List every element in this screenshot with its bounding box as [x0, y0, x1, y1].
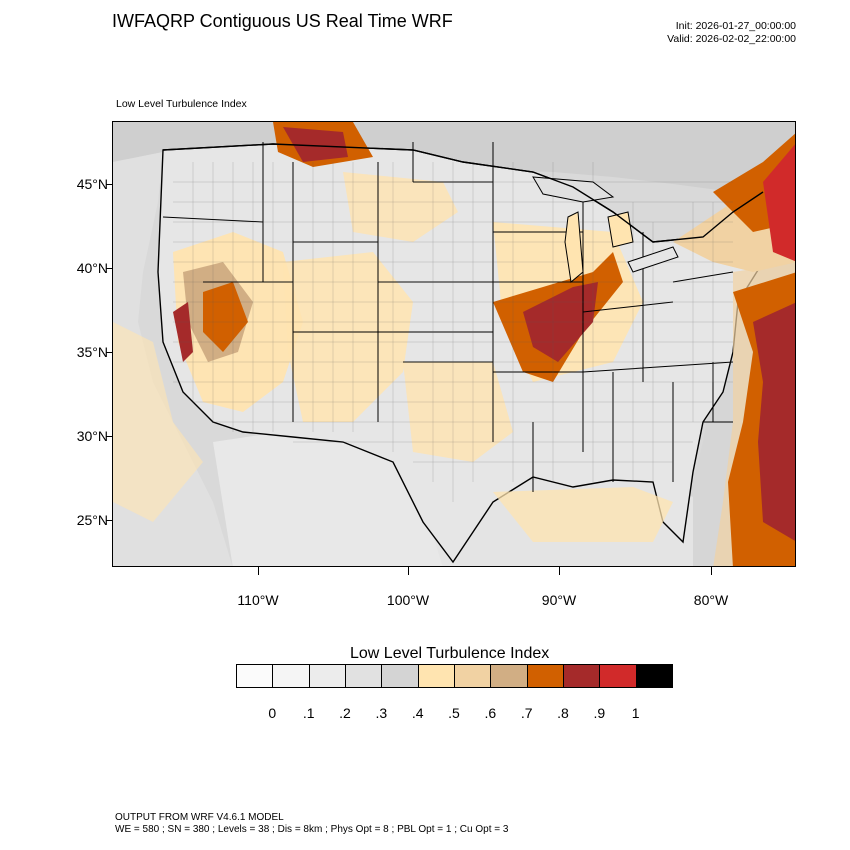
- pacific-tan-band: [113, 322, 203, 522]
- atlantic-red: [753, 302, 795, 541]
- lon-tick-110w: [258, 567, 259, 575]
- lat-label-25n: 25°N: [76, 512, 108, 528]
- new-england-red: [763, 144, 795, 262]
- colorbar-swatch: [490, 664, 528, 688]
- colorbar-label: .6: [484, 705, 497, 721]
- colorbar-label: .7: [520, 705, 533, 721]
- lake-superior: [532, 176, 615, 203]
- colorbar-swatch: [308, 664, 346, 688]
- county-grid: [173, 162, 733, 502]
- lat-tick-35n: [106, 352, 112, 353]
- nevada-orange: [203, 282, 248, 352]
- northern-plains-tan: [343, 172, 458, 242]
- lake-michigan: [564, 211, 584, 283]
- lon-label-80w: 80°W: [693, 592, 729, 608]
- sierra-red: [173, 302, 193, 362]
- mexico-region: [213, 427, 443, 566]
- lake-erie: [627, 246, 679, 273]
- colorbar-swatch: [562, 664, 601, 688]
- lat-label-40n: 40°N: [76, 260, 108, 276]
- southern-plains-tan: [403, 362, 513, 462]
- colorbar-swatch: [344, 664, 383, 688]
- gulf-tan-band: [493, 487, 673, 542]
- page-title: IWFAQRP Contiguous US Real Time WRF: [112, 11, 453, 31]
- colorbar-label: 0: [268, 705, 277, 721]
- lat-label-30n: 30°N: [76, 428, 108, 444]
- lat-tick-30n: [106, 436, 112, 437]
- turbulence-map: [112, 121, 796, 567]
- colorbar-swatch: [635, 664, 673, 688]
- lon-label-100w: 100°W: [386, 592, 430, 608]
- colorbar-title: Low Level Turbulence Index: [350, 645, 550, 662]
- colorbar-label: 1: [631, 705, 640, 721]
- model-footer-line1: OUTPUT FROM WRF V4.6.1 MODEL: [115, 812, 284, 823]
- colorbar-swatch: [599, 664, 637, 688]
- lat-label-45n: 45°N: [76, 176, 108, 192]
- colorbar-swatch: [526, 664, 564, 688]
- colorbar-swatch: [417, 664, 455, 688]
- colorbar-label: .9: [593, 705, 606, 721]
- us-canada-border: [162, 143, 764, 243]
- colorbar-label: .2: [339, 705, 351, 721]
- model-footer-line2: WE = 580 ; SN = 380 ; Levels = 38 ; Dis …: [115, 824, 509, 835]
- colorbar-swatch: [381, 664, 419, 688]
- lat-tick-45n: [106, 184, 112, 185]
- lon-tick-100w: [408, 567, 409, 575]
- lat-label-35n: 35°N: [76, 344, 108, 360]
- plot-label: Low Level Turbulence Index: [116, 98, 247, 110]
- lon-label-90w: 90°W: [541, 592, 577, 608]
- rockies-tan-zone: [283, 252, 413, 422]
- lon-tick-90w: [559, 567, 560, 575]
- colorbar-swatch: [453, 664, 492, 688]
- init-time: Init: 2026-01-27_00:00:00: [675, 20, 796, 32]
- colorbar: [236, 664, 673, 688]
- lat-tick-25n: [106, 520, 112, 521]
- map-svg: [113, 122, 795, 566]
- colorbar-label: .3: [375, 705, 388, 721]
- colorbar-label: .1: [302, 705, 315, 721]
- colorbar-label: .8: [557, 705, 569, 721]
- lake-huron: [607, 211, 634, 248]
- colorbar-swatch: [236, 664, 274, 688]
- valid-time: Valid: 2026-02-02_22:00:00: [667, 33, 796, 45]
- colorbar-label: .4: [411, 705, 424, 721]
- montana-red: [283, 127, 348, 162]
- colorbar-label: .5: [448, 705, 460, 721]
- lon-tick-80w: [711, 567, 712, 575]
- lon-label-110w: 110°W: [237, 592, 279, 608]
- lat-tick-40n: [106, 268, 112, 269]
- colorbar-swatch: [272, 664, 310, 688]
